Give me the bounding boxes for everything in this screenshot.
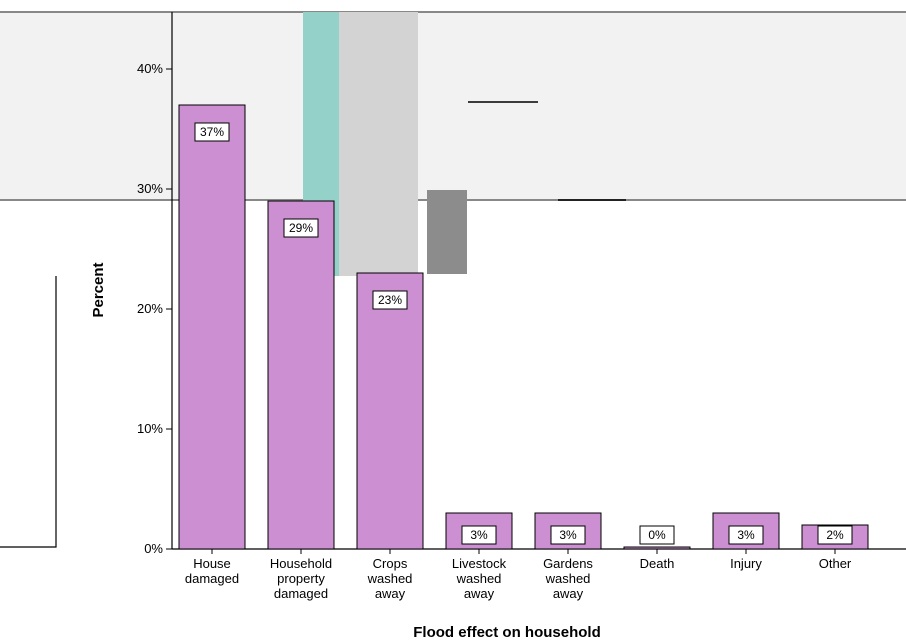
bar (178, 104, 246, 550)
y-tick-label: 0% (144, 541, 163, 556)
data-label-box (283, 218, 319, 238)
y-axis-ticks: 0% 10% 20% 30% 40% (137, 61, 172, 556)
y-tick-label: 10% (137, 421, 163, 436)
bar (267, 200, 335, 550)
y-tick-label: 30% (137, 181, 163, 196)
data-label: 3% (470, 528, 488, 542)
x-tick-label: Injury (730, 556, 762, 571)
data-label: 0% (648, 528, 666, 542)
data-label: 3% (737, 528, 755, 542)
x-tick-label: Crops washed away (367, 556, 413, 601)
overlay-block (427, 190, 467, 274)
data-label-box (550, 525, 586, 545)
x-tick-label: Death (640, 556, 675, 571)
x-tick-label: Livestock washed away (452, 556, 507, 601)
data-label-box (817, 525, 853, 545)
y-axis-title: Percent (90, 262, 107, 317)
x-axis-title: Flood effect on household (413, 624, 601, 641)
y-tick-label: 20% (137, 301, 163, 316)
data-label-box (461, 525, 497, 545)
background-panel (0, 12, 906, 200)
data-label: 2% (826, 528, 844, 542)
x-tick-label: Household property damaged (270, 556, 332, 601)
data-label: 37% (200, 125, 224, 139)
bar (356, 272, 424, 550)
bars: 37% 29% 23% 3% 3% 0% 3% 2% (178, 104, 869, 550)
x-tick-label: House damaged (185, 556, 239, 586)
bar (623, 546, 691, 550)
data-label: 29% (289, 221, 313, 235)
x-tick-label: Gardens washed away (543, 556, 593, 601)
x-tick-label: Other (819, 556, 852, 571)
data-label-box (372, 290, 408, 310)
data-label-box (639, 525, 675, 545)
data-label: 3% (559, 528, 577, 542)
data-label-box (728, 525, 764, 545)
background-line (0, 276, 57, 548)
x-axis-tick-labels: House damaged Household property damaged Crop… (185, 549, 852, 601)
background-artifacts (0, 11, 906, 548)
y-tick-label: 40% (137, 61, 163, 76)
data-label: 23% (378, 293, 402, 307)
data-label-box (194, 122, 230, 142)
